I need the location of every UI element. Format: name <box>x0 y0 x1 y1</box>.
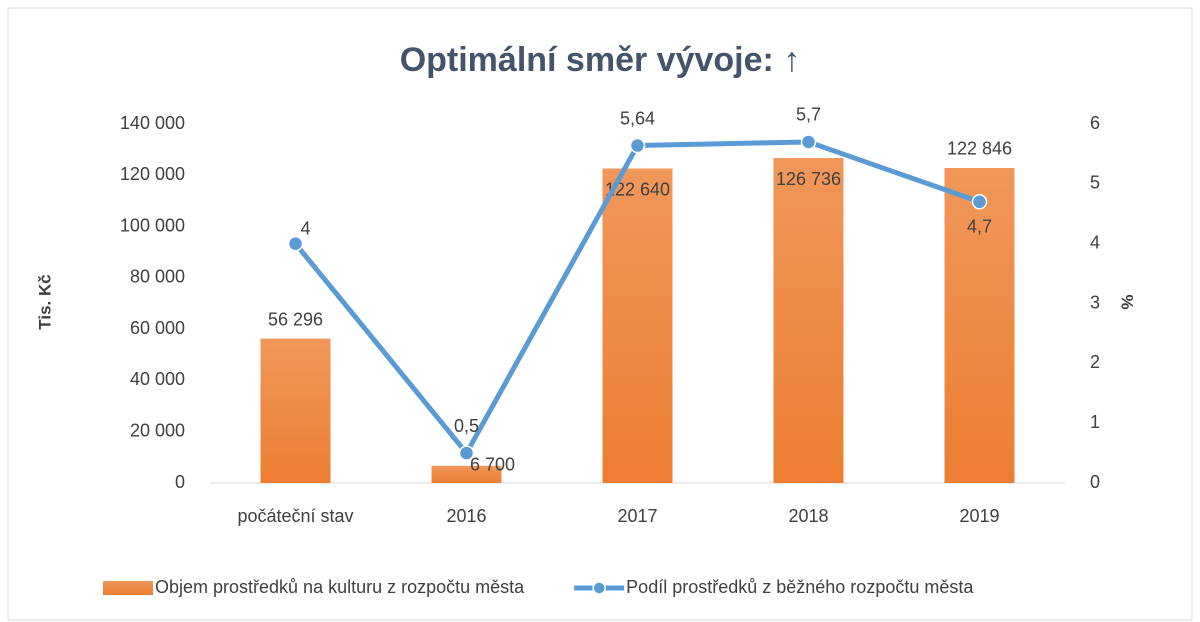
line-value-label: 5,64 <box>620 108 655 128</box>
line-marker <box>629 137 646 154</box>
bar <box>773 158 844 483</box>
y-tick-label: 100 000 <box>120 215 185 235</box>
y-tick-label: 40 000 <box>130 369 185 389</box>
bar-value-label: 56 296 <box>268 309 323 329</box>
line-marker <box>971 194 988 210</box>
y-axis-title: Tis. Kč <box>35 274 54 329</box>
y2-tick-label: 2 <box>1090 352 1100 372</box>
bar-value-label: 6 700 <box>470 455 515 475</box>
x-tick-label: 2017 <box>617 506 657 526</box>
y2-tick-label: 6 <box>1090 113 1100 133</box>
line-value-label: 5,7 <box>796 105 821 125</box>
bar-value-label: 122 640 <box>605 179 670 199</box>
legend-label: Objem prostředků na kulturu z rozpočtu m… <box>155 577 525 597</box>
y-tick-label: 20 000 <box>130 420 185 440</box>
y-tick-label: 0 <box>175 472 185 492</box>
x-tick-label: 2019 <box>959 506 999 526</box>
y2-tick-label: 4 <box>1090 232 1100 252</box>
bar-value-label: 126 736 <box>776 169 841 189</box>
line-value-label: 4 <box>300 218 310 238</box>
bar <box>602 168 673 484</box>
y-tick-label: 120 000 <box>120 164 185 184</box>
bar <box>431 465 502 483</box>
y2-tick-label: 1 <box>1090 412 1100 432</box>
line-marker <box>287 235 304 252</box>
x-tick-label: počáteční stav <box>237 506 353 526</box>
legend-swatch-marker <box>592 581 606 595</box>
chart-title: Optimální směr vývoje: ↑ <box>400 41 801 79</box>
y-tick-label: 80 000 <box>130 267 185 287</box>
y-tick-label: 140 000 <box>120 113 185 133</box>
line-value-label: 4,7 <box>967 217 992 237</box>
line-value-label: 0,5 <box>454 416 479 436</box>
x-tick-label: 2018 <box>788 506 828 526</box>
y-tick-label: 60 000 <box>130 318 185 338</box>
x-tick-label: 2016 <box>446 506 486 526</box>
y2-tick-label: 5 <box>1090 173 1100 193</box>
legend-label: Podíl prostředků z běžného rozpočtu měst… <box>626 577 974 597</box>
line-marker <box>458 445 475 461</box>
bar-value-label: 122 846 <box>947 139 1012 159</box>
y2-tick-label: 3 <box>1090 292 1100 312</box>
y2-axis-title: % <box>1118 294 1137 309</box>
bar <box>944 167 1015 483</box>
line-marker <box>800 134 817 150</box>
y2-tick-label: 0 <box>1090 472 1100 492</box>
bar <box>260 338 331 483</box>
legend-swatch <box>103 581 153 595</box>
